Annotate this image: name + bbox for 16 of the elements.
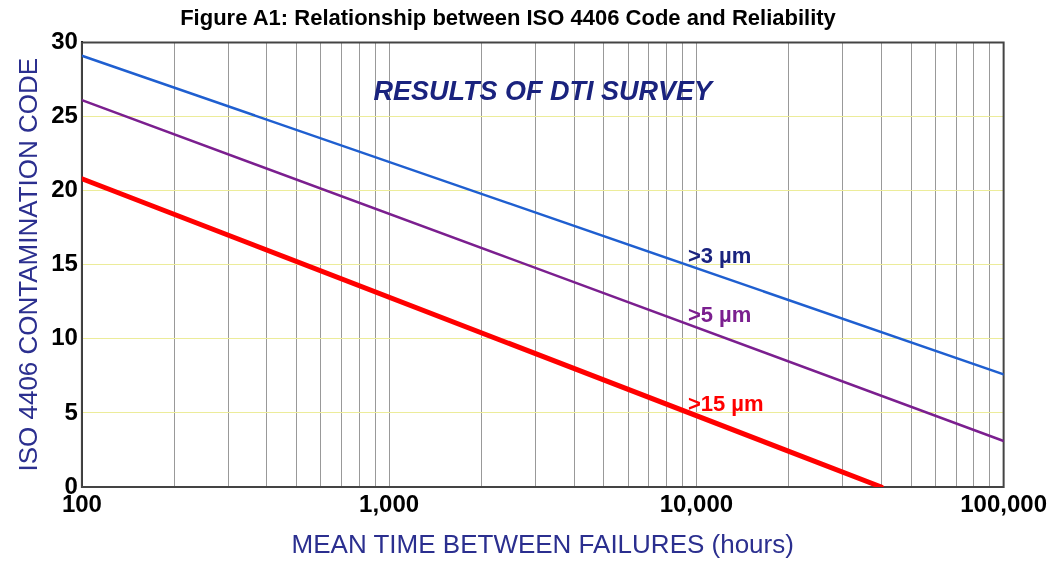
x-tick-label: 100,000 xyxy=(960,490,1048,518)
x-tick-label: 1,000 xyxy=(359,490,420,518)
series-label: >15 µm xyxy=(687,391,764,417)
y-tick-label: 30 xyxy=(51,27,78,55)
y-tick-label: 5 xyxy=(64,397,78,425)
series-label: >3 µm xyxy=(687,242,752,268)
x-axis-title: MEAN TIME BETWEEN FAILURES (hours) xyxy=(291,528,794,559)
annotation: RESULTS OF DTI SURVEY xyxy=(373,75,716,106)
series-label: >5 µm xyxy=(687,302,752,328)
x-tick-label: 10,000 xyxy=(659,490,734,518)
y-tick-label: 10 xyxy=(51,323,78,351)
y-tick-label: 20 xyxy=(51,175,78,203)
y-tick-label: 15 xyxy=(51,249,78,277)
chart-title: Figure A1: Relationship between ISO 4406 Code and Reliability xyxy=(180,5,837,31)
y-axis-title: ISO 4406 CONTAMINATION CODE xyxy=(12,57,43,472)
y-tick-label: 25 xyxy=(51,101,78,129)
